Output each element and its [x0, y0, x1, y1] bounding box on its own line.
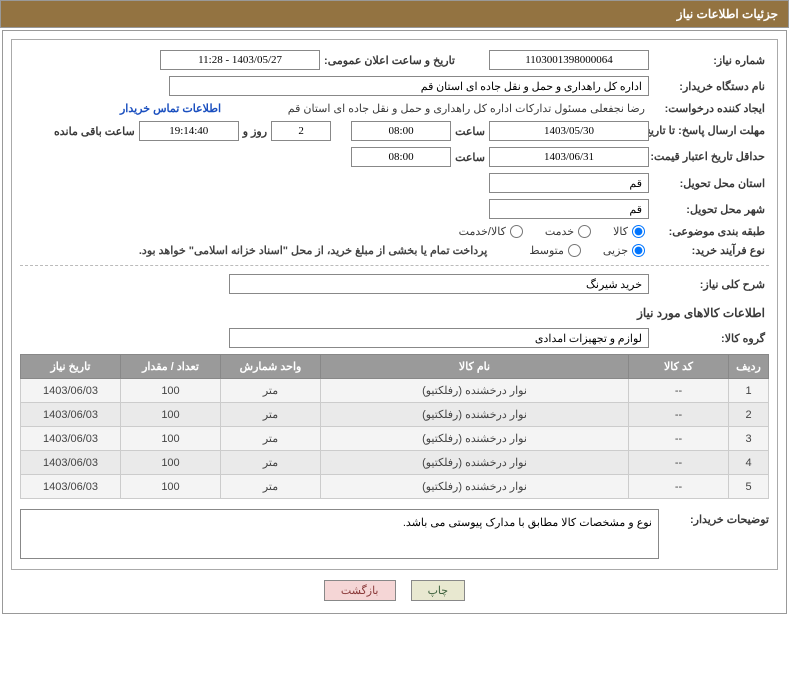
th-qty: تعداد / مقدار — [121, 355, 221, 379]
table-cell: -- — [629, 379, 729, 403]
th-date: تاریخ نیاز — [21, 355, 121, 379]
type-medium-label: متوسط — [529, 244, 564, 257]
table-cell: متر — [221, 475, 321, 499]
need-summary-label: شرح کلی نیاز: — [649, 278, 769, 291]
table-cell: متر — [221, 403, 321, 427]
days-and-label: روز و — [239, 125, 271, 138]
need-no-label: شماره نیاز: — [649, 54, 769, 67]
price-validity-label: حداقل تاریخ اعتبار قیمت: تا تاریخ: — [649, 150, 769, 164]
table-cell: 1403/06/03 — [21, 427, 121, 451]
table-cell: متر — [221, 451, 321, 475]
table-cell: نوار درخشنده (رفلکتیو) — [321, 379, 629, 403]
table-cell: 1403/06/03 — [21, 379, 121, 403]
table-cell: نوار درخشنده (رفلکتیو) — [321, 475, 629, 499]
province-field — [489, 173, 649, 193]
class-service-label: خدمت — [545, 225, 574, 238]
th-row: ردیف — [729, 355, 769, 379]
remaining-days-field — [271, 121, 331, 141]
hour-label-2: ساعت — [451, 151, 489, 164]
table-cell: متر — [221, 427, 321, 451]
requester-label: ایجاد کننده درخواست: — [649, 102, 769, 115]
need-no-field — [489, 50, 649, 70]
buyer-org-label: نام دستگاه خریدار: — [649, 80, 769, 93]
th-unit: واحد شمارش — [221, 355, 321, 379]
table-cell: 100 — [121, 427, 221, 451]
table-cell: -- — [629, 427, 729, 451]
table-cell: 100 — [121, 379, 221, 403]
table-cell: 1403/06/03 — [21, 403, 121, 427]
price-validity-date-field — [489, 147, 649, 167]
table-row: 4--نوار درخشنده (رفلکتیو)متر1001403/06/0… — [21, 451, 769, 475]
table-row: 3--نوار درخشنده (رفلکتیو)متر1001403/06/0… — [21, 427, 769, 451]
classification-label: طبقه بندی موضوعی: — [649, 225, 769, 238]
outer-panel: AriaTender.net شماره نیاز: تاریخ و ساعت … — [2, 30, 787, 614]
details-panel: شماره نیاز: تاریخ و ساعت اعلان عمومی: نا… — [11, 39, 778, 570]
class-goods-radio[interactable] — [632, 225, 645, 238]
panel-title: جزئیات اطلاعات نیاز — [0, 0, 789, 28]
announce-date-label: تاریخ و ساعت اعلان عمومی: — [320, 54, 459, 67]
requester-value: رضا نجفعلی مسئول تدارکات اداره کل راهدار… — [229, 102, 649, 115]
city-label: شهر محل تحویل: — [649, 203, 769, 216]
need-summary-field — [229, 274, 649, 294]
table-row: 5--نوار درخشنده (رفلکتیو)متر1001403/06/0… — [21, 475, 769, 499]
table-cell: 3 — [729, 427, 769, 451]
response-deadline-label: مهلت ارسال پاسخ: تا تاریخ: — [649, 124, 769, 138]
table-cell: -- — [629, 403, 729, 427]
price-validity-hour-field — [351, 147, 451, 167]
remaining-label: ساعت باقی مانده — [50, 125, 139, 138]
buyer-notes-label: توضیحات خریدار: — [659, 509, 769, 559]
table-cell: نوار درخشنده (رفلکتیو) — [321, 427, 629, 451]
th-name: نام کالا — [321, 355, 629, 379]
goods-group-label: گروه کالا: — [649, 332, 769, 345]
type-partial-label: جزیی — [603, 244, 628, 257]
announce-date-field — [160, 50, 320, 70]
table-cell: نوار درخشنده (رفلکتیو) — [321, 451, 629, 475]
divider-1 — [20, 265, 769, 266]
table-cell: 100 — [121, 403, 221, 427]
table-cell: 1403/06/03 — [21, 451, 121, 475]
items-section-title: اطلاعات کالاهای مورد نیاز — [24, 306, 765, 320]
class-service-radio[interactable] — [578, 225, 591, 238]
table-cell: -- — [629, 475, 729, 499]
type-medium-radio[interactable] — [568, 244, 581, 257]
th-code: کد کالا — [629, 355, 729, 379]
hour-label-1: ساعت — [451, 125, 489, 138]
class-goodsservice-label: کالا/خدمت — [459, 225, 506, 238]
response-date-field — [489, 121, 649, 141]
table-cell: 4 — [729, 451, 769, 475]
goods-group-field — [229, 328, 649, 348]
table-cell: 100 — [121, 451, 221, 475]
table-cell: متر — [221, 379, 321, 403]
table-cell: 1403/06/03 — [21, 475, 121, 499]
table-cell: 1 — [729, 379, 769, 403]
province-label: استان محل تحویل: — [649, 177, 769, 190]
table-cell: -- — [629, 451, 729, 475]
treasury-note: پرداخت تمام یا بخشی از مبلغ خرید، از محل… — [135, 244, 491, 257]
city-field — [489, 199, 649, 219]
buyer-contact-link[interactable]: اطلاعات تماس خریدار — [120, 102, 221, 115]
items-table: ردیف کد کالا نام کالا واحد شمارش تعداد /… — [20, 354, 769, 499]
buyer-notes-field: نوع و مشخصات کالا مطابق با مدارک پیوستی … — [20, 509, 659, 559]
remaining-time-field — [139, 121, 239, 141]
table-row: 2--نوار درخشنده (رفلکتیو)متر1001403/06/0… — [21, 403, 769, 427]
type-partial-radio[interactable] — [632, 244, 645, 257]
response-hour-field — [351, 121, 451, 141]
table-row: 1--نوار درخشنده (رفلکتیو)متر1001403/06/0… — [21, 379, 769, 403]
purchase-type-label: نوع فرآیند خرید: — [649, 244, 769, 257]
print-button[interactable]: چاپ — [411, 580, 466, 601]
back-button[interactable]: بازگشت — [324, 580, 396, 601]
table-cell: نوار درخشنده (رفلکتیو) — [321, 403, 629, 427]
class-goods-label: کالا — [613, 225, 628, 238]
buyer-org-field — [169, 76, 649, 96]
class-goodsservice-radio[interactable] — [510, 225, 523, 238]
table-cell: 5 — [729, 475, 769, 499]
table-cell: 2 — [729, 403, 769, 427]
table-cell: 100 — [121, 475, 221, 499]
